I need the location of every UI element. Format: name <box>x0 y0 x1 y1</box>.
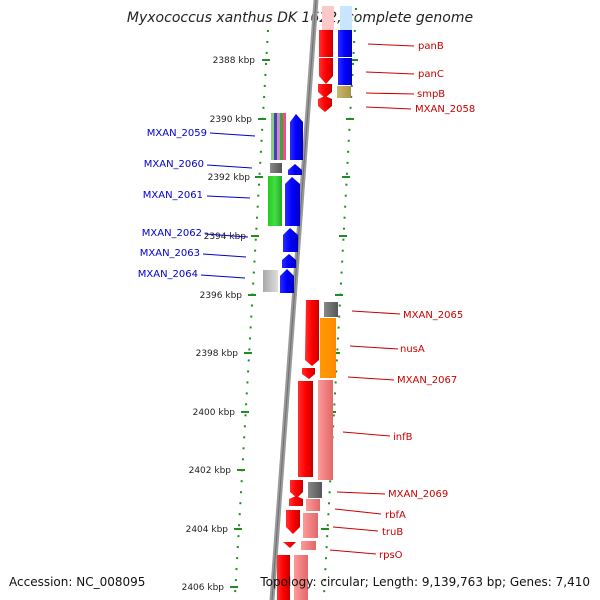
gene-track-bottom <box>277 300 338 600</box>
gene-label-MXAN_2065[interactable]: MXAN_2065 <box>403 310 463 321</box>
gene-track-top <box>318 6 352 112</box>
gene-label-rbfA[interactable]: rbfA <box>385 510 406 521</box>
tick-label: 2400 kbp <box>193 408 236 418</box>
gene-label-truB[interactable]: truB <box>382 527 403 538</box>
leader-lines-left <box>200 132 256 279</box>
ruler-tick-labels: 2388 kbp 2390 kbp 2392 kbp 2394 kbp 2396… <box>182 56 256 593</box>
gene-panC-marker[interactable] <box>319 58 333 84</box>
gene-label-smpB[interactable]: smpB <box>417 89 445 100</box>
gene-labels-left: MXAN_2059 MXAN_2060 MXAN_2061 MXAN_2062 … <box>138 128 207 280</box>
gene-label-MXAN_2067[interactable]: MXAN_2067 <box>397 375 457 386</box>
gene-MXAN_2064-marker[interactable] <box>280 269 294 293</box>
tick-label: 2394 kbp <box>204 232 247 242</box>
gene-truB-marker[interactable] <box>286 510 300 534</box>
tick-label: 2396 kbp <box>200 291 243 301</box>
gene-MXAN_2067-marker[interactable] <box>318 380 333 480</box>
gene-MXAN_2061-marker[interactable] <box>285 177 300 226</box>
gene-MXAN_2063-marker[interactable] <box>282 254 296 268</box>
gene-track-left <box>263 113 303 293</box>
gene-infB-marker[interactable] <box>298 381 313 477</box>
gene-MXAN_2062-marker[interactable] <box>283 228 298 252</box>
leader-lines-right <box>329 43 415 555</box>
gene-label-rpsO[interactable]: rpsO <box>379 550 403 561</box>
gene-label-nusA[interactable]: nusA <box>400 344 425 355</box>
tick-label: 2404 kbp <box>186 525 229 535</box>
genome-title: Myxococcus xanthus DK 1622, complete gen… <box>126 10 474 26</box>
gene-label-MXAN_2058[interactable]: MXAN_2058 <box>415 104 475 115</box>
gene-label-panB[interactable]: panB <box>418 41 444 52</box>
gene-MXAN_2060-marker[interactable] <box>288 164 302 175</box>
gene-MXAN_2059-marker[interactable] <box>290 114 303 160</box>
tick-label: 2390 kbp <box>210 115 253 125</box>
tick-label: 2388 kbp <box>213 56 256 66</box>
gene-label-MXAN_2069[interactable]: MXAN_2069 <box>388 489 448 500</box>
gene-label-MXAN_2059[interactable]: MXAN_2059 <box>147 128 207 139</box>
accession-text: Accession: NC_008095 <box>9 575 146 589</box>
gene-label-MXAN_2060[interactable]: MXAN_2060 <box>144 159 204 170</box>
gene-smpB-marker[interactable] <box>318 84 332 98</box>
topology-text: Topology: circular; Length: 9,139,763 bp… <box>260 575 590 589</box>
gene-rpsO-marker[interactable] <box>283 542 296 548</box>
tick-label: 2398 kbp <box>196 349 239 359</box>
gene-labels-right: panB panC smpB MXAN_2058 MXAN_2065 nusA … <box>379 41 475 561</box>
gene-label-MXAN_2063[interactable]: MXAN_2063 <box>140 248 200 259</box>
gene-label-MXAN_2062[interactable]: MXAN_2062 <box>142 228 202 239</box>
gene-MXAN_2065-marker[interactable] <box>305 300 319 366</box>
gene-label-MXAN_2061[interactable]: MXAN_2061 <box>143 190 203 201</box>
tick-label: 2392 kbp <box>208 173 251 183</box>
gene-MXAN_2058-marker[interactable] <box>318 96 332 112</box>
gene-label-infB[interactable]: infB <box>393 432 413 443</box>
gene-label-MXAN_2064[interactable]: MXAN_2064 <box>138 269 198 280</box>
gene-rbfA-marker[interactable] <box>289 496 303 506</box>
gene-nusA-marker[interactable] <box>320 318 336 378</box>
tick-label: 2402 kbp <box>189 466 232 476</box>
tick-label: 2406 kbp <box>182 583 225 593</box>
gene-MXAN_2069-marker[interactable] <box>290 480 303 498</box>
gene-panB-marker[interactable] <box>319 30 333 57</box>
gene-label-panC[interactable]: panC <box>418 69 444 80</box>
